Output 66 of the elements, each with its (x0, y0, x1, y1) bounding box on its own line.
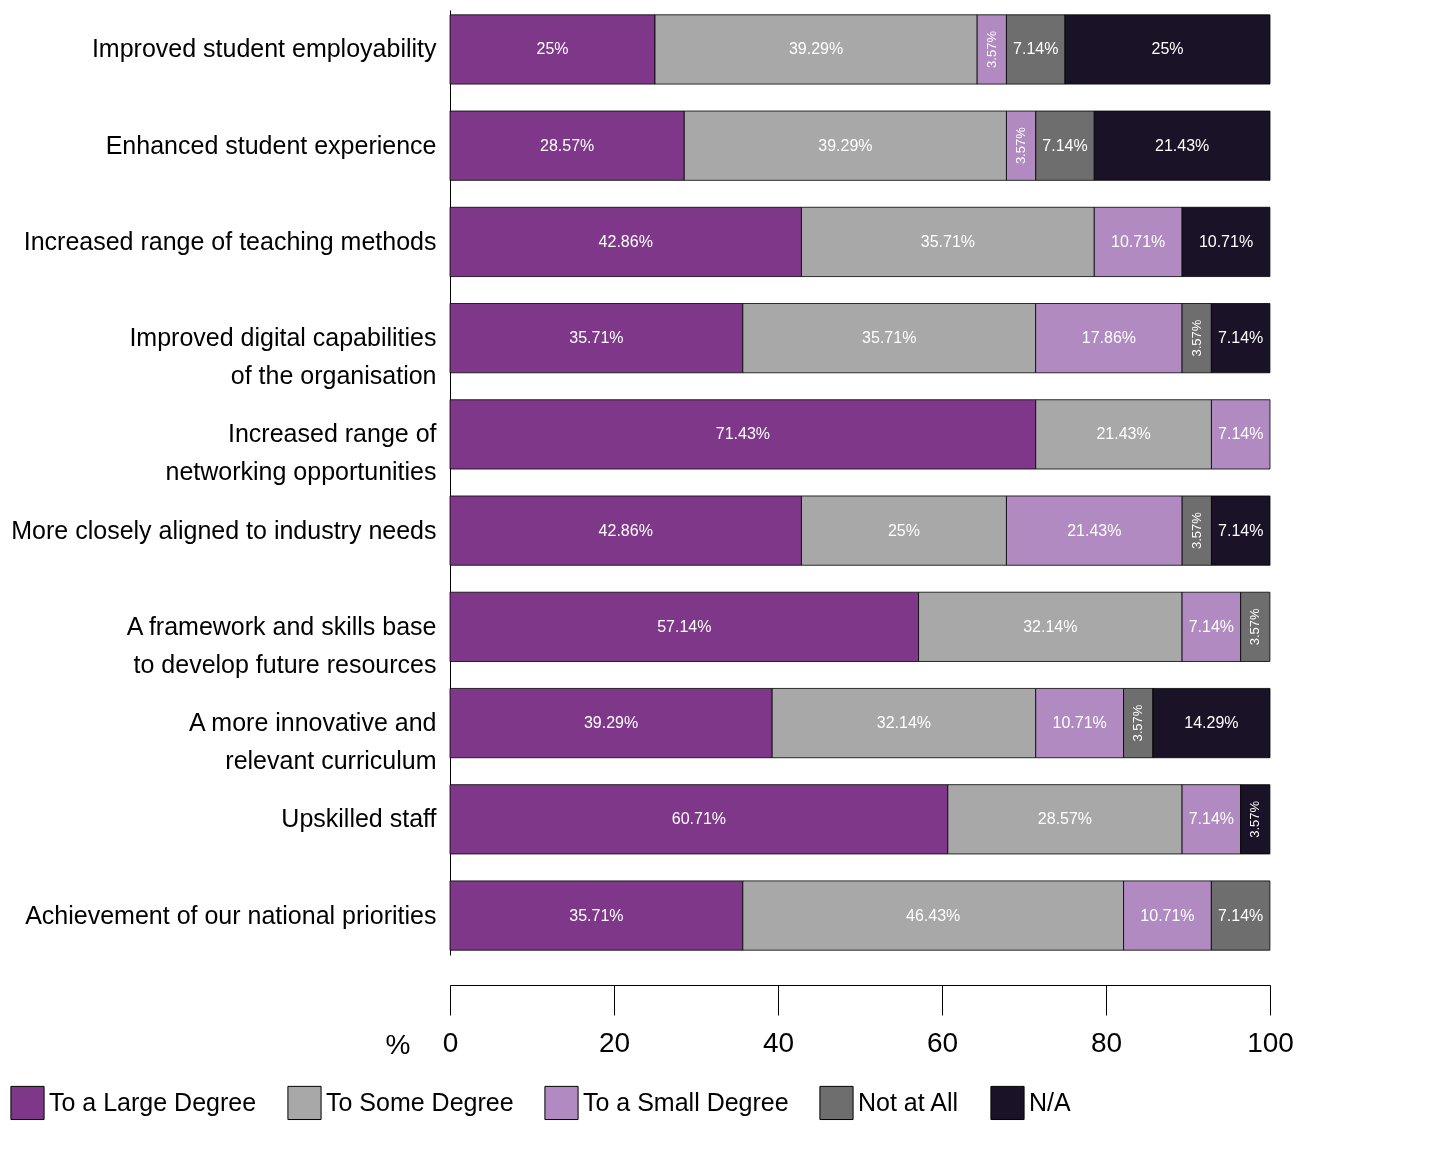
data-label: 7.14% (1042, 136, 1088, 154)
data-label: 28.57% (540, 136, 595, 154)
y-tick-label: Achievement of our national priorities (25, 900, 437, 929)
data-label: 57.14% (657, 617, 712, 635)
data-label: 3.57% (1130, 704, 1146, 742)
data-label: 7.14% (1217, 329, 1264, 347)
y-tick-label: A more innovative and relevant curriculum (189, 708, 437, 775)
legend-label: To Some Degree (326, 1087, 514, 1116)
x-tick-label: 60 (926, 1026, 959, 1058)
data-label: 10.71% (1198, 232, 1254, 250)
data-label: 32.14% (1023, 617, 1078, 635)
data-label: 71.43% (715, 425, 770, 443)
data-label: 28.57% (1037, 810, 1093, 828)
data-label: 3.57% (1247, 607, 1263, 646)
x-tick-label: 80 (1090, 1026, 1123, 1058)
y-tick-label: Increased range of teaching methods (23, 226, 437, 255)
legend-label: N/A (1029, 1087, 1071, 1116)
data-label: 25% (1151, 40, 1184, 58)
x-tick-label: 20 (598, 1026, 631, 1058)
y-tick-label: Improved digital capabilities of the organisation (129, 323, 437, 390)
data-label: 25% (887, 521, 920, 539)
legend-label: Not at All (858, 1087, 959, 1116)
legend-label: To a Small Degree (583, 1087, 789, 1116)
y-tick-label: A framework and skills base to develop future resources (126, 611, 437, 678)
data-label: 7.14% (1188, 617, 1235, 635)
data-label: 3.57% (983, 30, 999, 68)
data-label: 21.43% (1096, 425, 1151, 443)
data-label: 39.29% (788, 40, 844, 58)
x-axis-title: % (385, 1028, 411, 1060)
x-tick-label: 40 (762, 1026, 795, 1058)
data-label: 35.71% (862, 329, 917, 347)
data-label: 39.29% (583, 714, 639, 732)
data-label: 10.71% (1140, 906, 1195, 924)
data-label: 7.14% (1188, 810, 1235, 828)
data-label: 39.29% (818, 136, 873, 154)
x-tick-label: 100 (1247, 1026, 1294, 1058)
y-tick-label: More closely aligned to industry needs (11, 515, 437, 544)
y-tick-label: Increased range of networking opportunities (165, 419, 437, 486)
data-label: 32.14% (876, 714, 932, 732)
legend-label: To a Large Degree (49, 1087, 257, 1116)
data-label: 35.71% (569, 906, 624, 924)
data-label: 35.71% (569, 329, 624, 347)
data-label: 35.71% (920, 232, 975, 250)
y-tick-label: Improved student employability (91, 34, 437, 63)
y-tick-label: Upskilled staff (281, 804, 437, 833)
data-label: 7.14% (1218, 521, 1264, 539)
data-label: 42.86% (598, 232, 653, 250)
data-label: 10.71% (1111, 232, 1166, 250)
data-label: 3.57% (1188, 319, 1204, 357)
x-tick-label: 0 (442, 1026, 459, 1058)
y-tick-label: Enhanced student experience (105, 130, 437, 159)
data-label: 7.14% (1013, 40, 1059, 58)
data-label: 21.43% (1155, 136, 1210, 154)
data-label: 3.57% (1188, 511, 1204, 550)
data-label: 60.71% (671, 810, 727, 828)
data-label: 3.57% (1013, 126, 1029, 165)
data-label: 7.14% (1217, 906, 1264, 924)
data-label: 10.71% (1052, 714, 1107, 732)
data-label: 17.86% (1081, 329, 1136, 347)
data-label: 25% (536, 40, 569, 58)
data-label: 7.14% (1218, 425, 1264, 443)
data-label: 14.29% (1184, 714, 1239, 732)
data-label: 42.86% (598, 521, 653, 539)
data-label: 46.43% (906, 906, 961, 924)
data-label: 3.57% (1247, 800, 1263, 838)
data-label: 21.43% (1067, 521, 1122, 539)
